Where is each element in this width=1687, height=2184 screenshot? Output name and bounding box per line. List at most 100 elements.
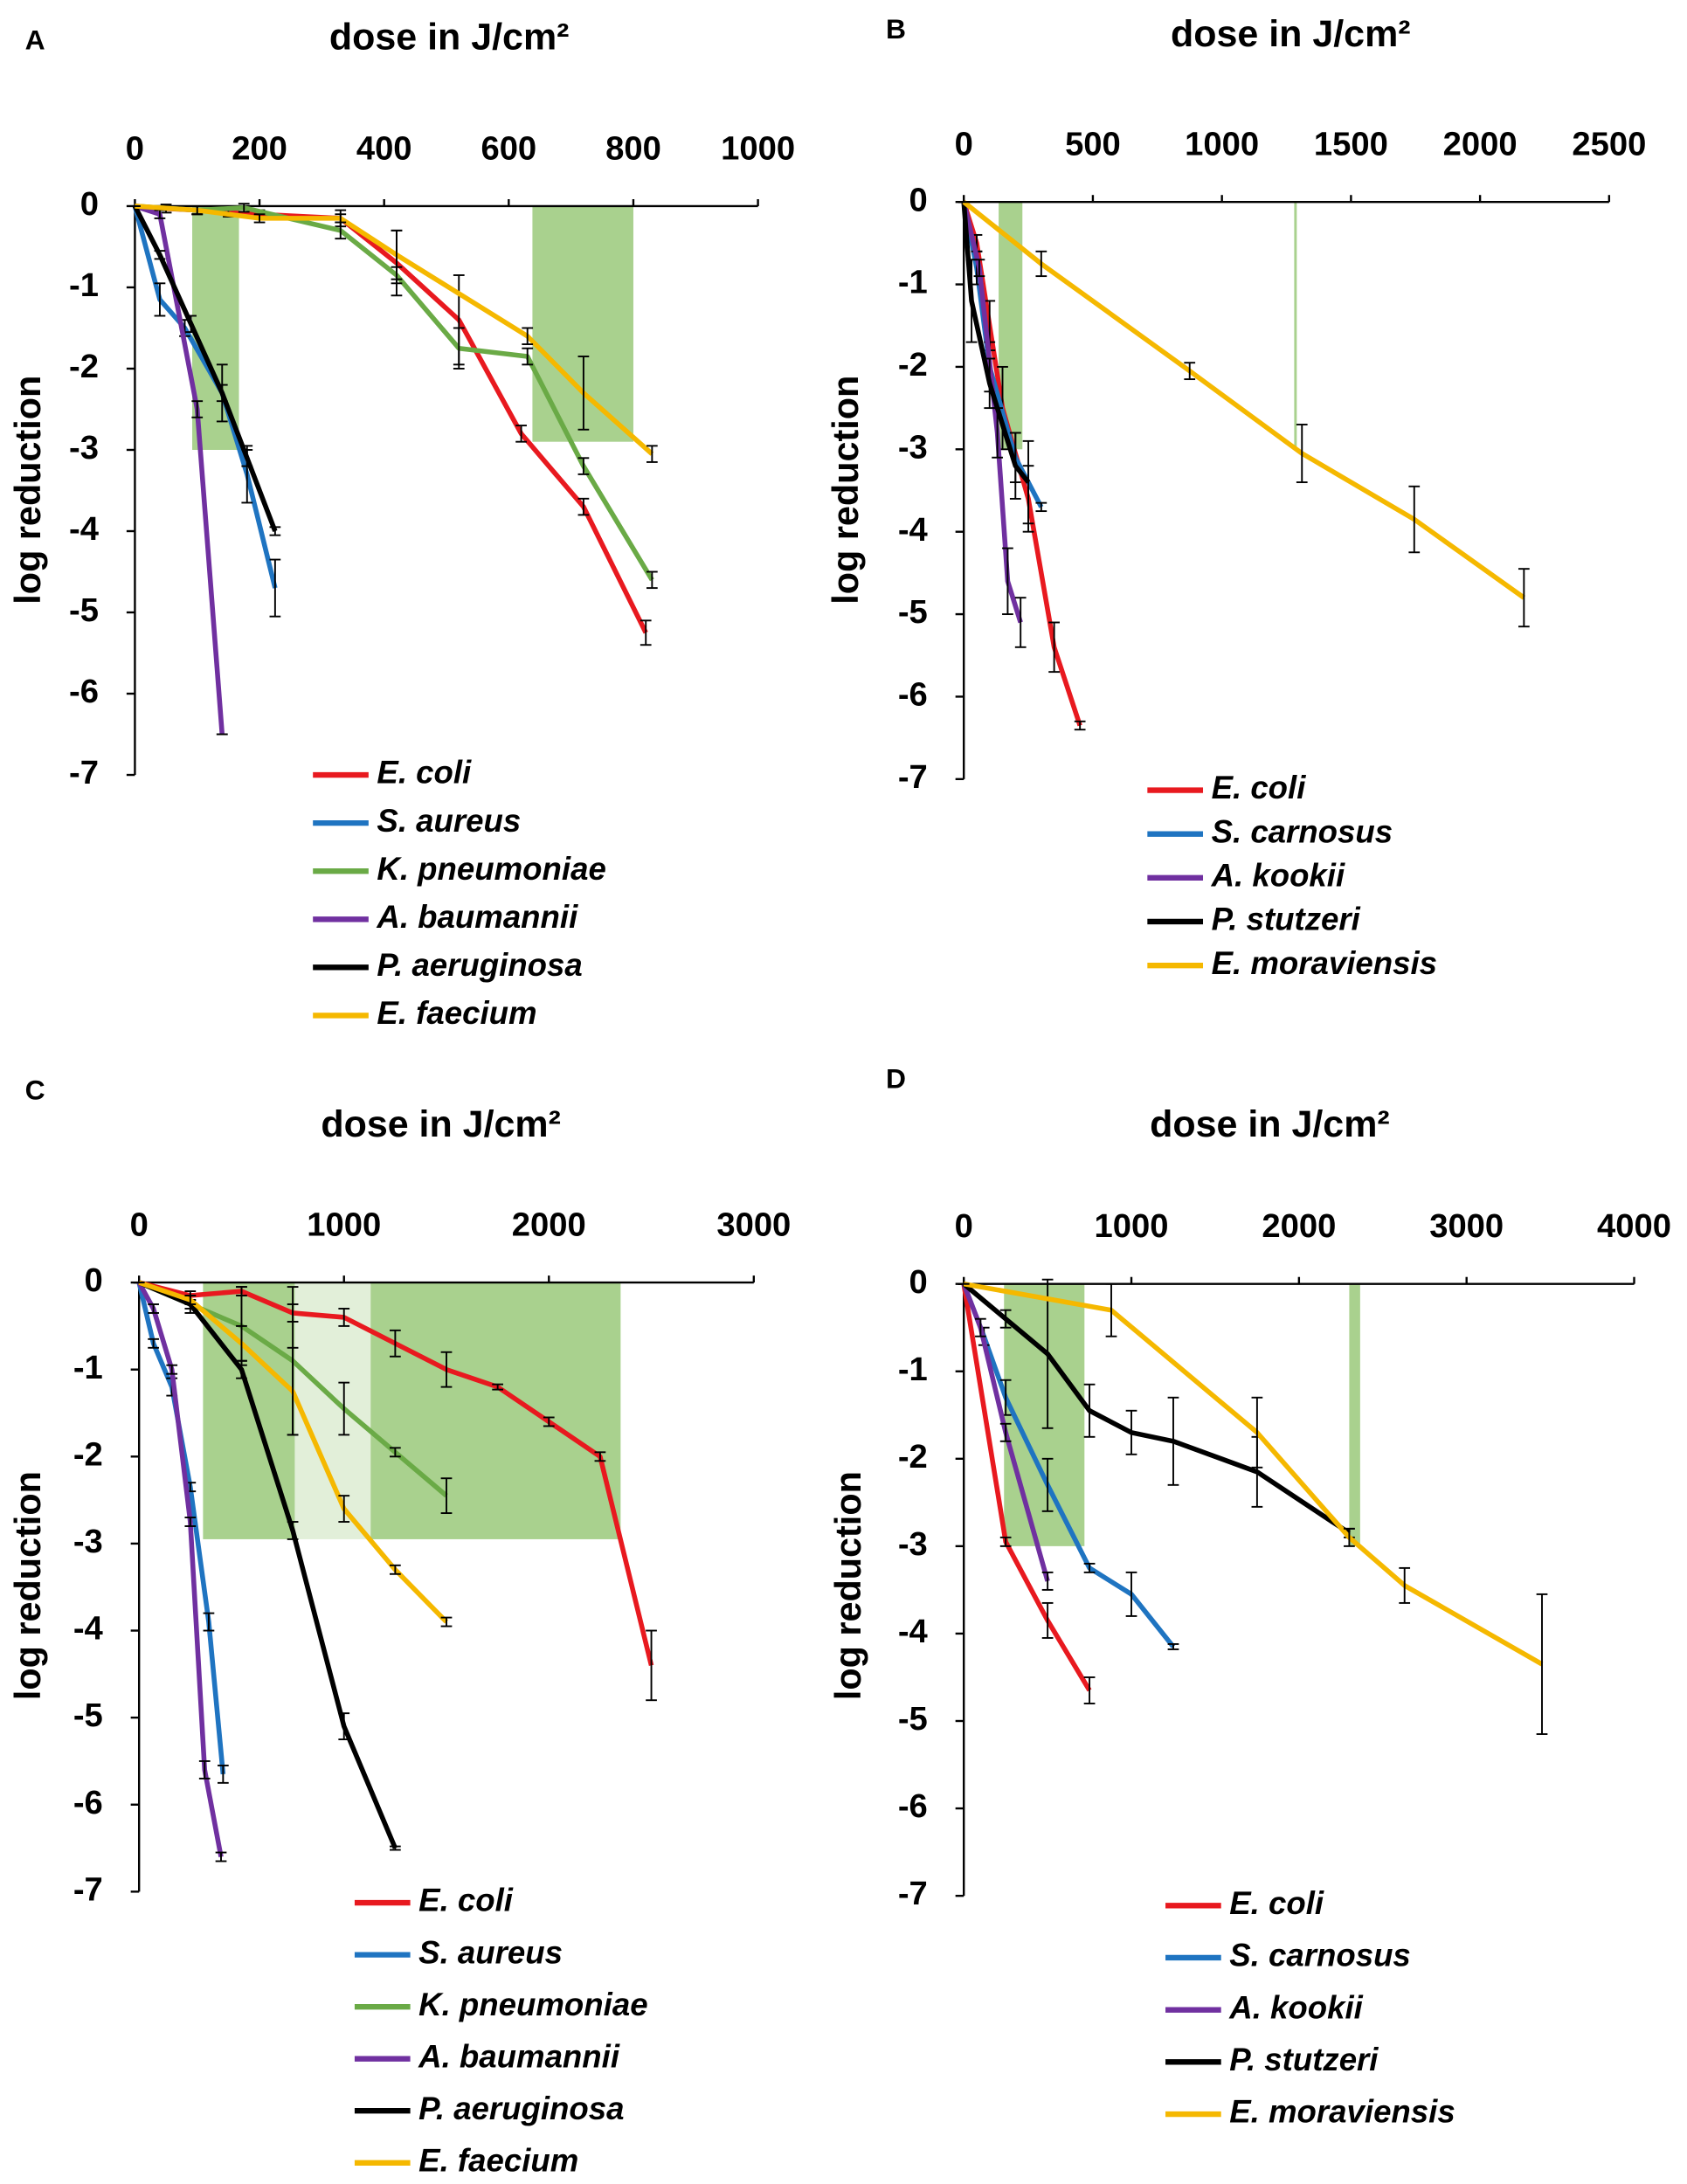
y-tick-label: -3 xyxy=(69,429,99,467)
legend-label: E. faecium xyxy=(377,995,536,1031)
chart-title: dose in J/cm² xyxy=(329,16,570,58)
x-tick-label: 3000 xyxy=(1429,1207,1504,1245)
legend-label: P. aeruginosa xyxy=(418,2091,624,2126)
panel-letter: B xyxy=(886,13,906,45)
y-tick-label: -3 xyxy=(898,1525,928,1563)
y-tick-label: 0 xyxy=(909,181,928,218)
legend-label: A. kookii xyxy=(1211,858,1345,894)
x-tick-label: 500 xyxy=(1065,126,1121,163)
legend-label: S. aureus xyxy=(377,803,521,839)
y-tick-label: -4 xyxy=(73,1610,104,1648)
x-tick-label: 1000 xyxy=(721,129,795,167)
shaded-region xyxy=(294,1282,371,1539)
legend-label: P. stutzeri xyxy=(1212,902,1361,937)
y-tick-label: -5 xyxy=(898,593,928,631)
x-tick-label: 2000 xyxy=(1443,126,1518,163)
chart-title: dose in J/cm² xyxy=(321,1103,561,1145)
y-tick-label: -2 xyxy=(898,346,928,384)
x-tick-label: 400 xyxy=(356,129,412,167)
legend-label: E. faecium xyxy=(418,2142,578,2178)
x-tick-label: 1000 xyxy=(1095,1207,1169,1245)
panel-letter: A xyxy=(25,24,45,56)
y-tick-label: -2 xyxy=(69,348,99,385)
y-tick-label: -2 xyxy=(898,1438,928,1476)
x-tick-label: 3000 xyxy=(716,1206,791,1244)
legend-label: E. coli xyxy=(1229,1885,1324,1921)
y-tick-label: 0 xyxy=(909,1263,928,1301)
chart-title: dose in J/cm² xyxy=(1171,13,1411,55)
x-tick-label: 600 xyxy=(481,129,536,167)
x-tick-label: 2000 xyxy=(1262,1207,1336,1245)
y-tick-label: -3 xyxy=(898,428,928,466)
y-axis-label: log reduction xyxy=(828,1471,868,1700)
series-line xyxy=(961,1282,1050,1582)
legend-label: E. moraviensis xyxy=(1229,2094,1455,2130)
shaded-region xyxy=(370,1282,621,1539)
y-axis-label: log reduction xyxy=(8,376,48,605)
series-line xyxy=(962,199,1525,600)
y-tick-label: 0 xyxy=(80,185,99,223)
x-tick-label: 1500 xyxy=(1314,126,1388,163)
y-tick-label: -4 xyxy=(69,510,100,548)
series-line xyxy=(138,1280,398,1849)
y-tick-label: -2 xyxy=(73,1435,103,1473)
x-tick-label: 200 xyxy=(232,129,287,167)
y-tick-label: -4 xyxy=(898,1613,929,1650)
chart-title: dose in J/cm² xyxy=(1150,1103,1390,1145)
panel-letter: D xyxy=(886,1063,906,1095)
shaded-region xyxy=(1294,202,1297,450)
x-tick-label: 0 xyxy=(130,1206,149,1244)
legend-label: E. coli xyxy=(377,755,472,791)
y-tick-label: -7 xyxy=(73,1870,103,1908)
shaded-region xyxy=(1349,1283,1360,1546)
series-line xyxy=(132,204,278,532)
legend-label: S. carnosus xyxy=(1229,1938,1411,1973)
legend-label: S. aureus xyxy=(418,1934,563,1970)
legend-label: A. baumannii xyxy=(376,899,578,935)
x-tick-label: 2000 xyxy=(512,1206,586,1244)
x-tick-label: 800 xyxy=(605,129,661,167)
y-axis-label: log reduction xyxy=(8,1471,48,1700)
y-tick-label: -6 xyxy=(898,676,928,714)
x-tick-label: 0 xyxy=(955,1207,973,1245)
legend-label: E. coli xyxy=(1212,770,1307,805)
legend-label: K. pneumoniae xyxy=(418,1987,647,2022)
y-tick-label: -5 xyxy=(73,1697,103,1734)
series-line xyxy=(963,1281,1544,1667)
series-line xyxy=(134,204,225,735)
legend-label: E. moraviensis xyxy=(1212,945,1437,981)
y-tick-label: 0 xyxy=(85,1261,103,1299)
legend-label: A. kookii xyxy=(1228,1989,1363,2025)
y-tick-label: -1 xyxy=(898,1351,928,1388)
series-line xyxy=(962,1282,1351,1536)
series-line xyxy=(135,204,654,456)
y-tick-label: -5 xyxy=(898,1700,928,1738)
x-tick-label: 2500 xyxy=(1572,126,1646,163)
x-tick-label: 1000 xyxy=(307,1206,381,1244)
y-tick-label: -3 xyxy=(73,1523,103,1560)
y-tick-label: -6 xyxy=(73,1784,103,1821)
y-tick-label: -4 xyxy=(898,511,929,549)
panel-letter: C xyxy=(25,1074,45,1105)
y-tick-label: -7 xyxy=(69,754,99,791)
series-line xyxy=(961,1283,1092,1692)
y-tick-label: -6 xyxy=(69,673,99,710)
legend-label: A. baumannii xyxy=(418,2038,620,2074)
legend-label: K. pneumoniae xyxy=(377,851,605,887)
y-tick-label: -1 xyxy=(69,266,99,304)
legend-label: S. carnosus xyxy=(1212,813,1393,849)
y-tick-label: -1 xyxy=(73,1349,103,1386)
y-tick-label: -7 xyxy=(898,758,928,796)
y-tick-label: -6 xyxy=(898,1787,928,1825)
legend-label: P. stutzeri xyxy=(1229,2042,1379,2077)
x-tick-label: 4000 xyxy=(1597,1207,1671,1245)
x-tick-label: 1000 xyxy=(1185,126,1259,163)
shaded-region xyxy=(192,205,239,450)
y-tick-label: -5 xyxy=(69,591,99,629)
legend-label: E. coli xyxy=(418,1883,514,1918)
y-axis-label: log reduction xyxy=(826,376,866,605)
legend-label: P. aeruginosa xyxy=(377,947,582,983)
y-tick-label: -1 xyxy=(898,264,928,301)
y-tick-label: -7 xyxy=(898,1875,928,1912)
